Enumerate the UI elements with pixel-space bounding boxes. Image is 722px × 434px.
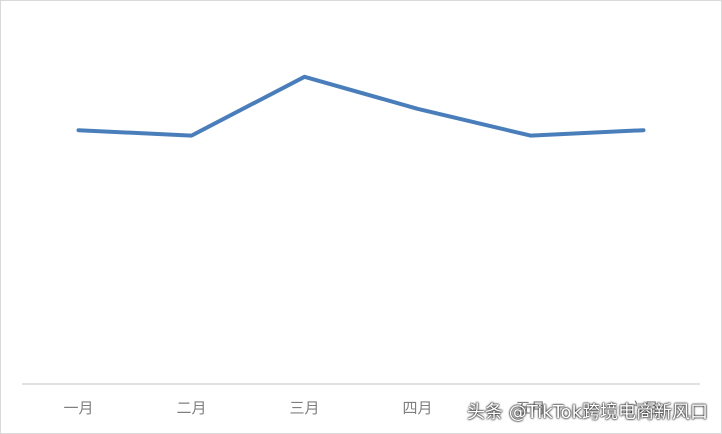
x-tick-label: 四月 [402, 399, 432, 417]
series-line-0 [76, 74, 646, 138]
x-tick-label: 一月 [63, 399, 93, 417]
x-tick-label: 三月 [289, 399, 319, 417]
x-tick-labels: 一月 二月 三月 四月 五月 六月 [63, 399, 658, 417]
series-layer [76, 74, 646, 138]
x-tick-label: 二月 [176, 399, 206, 417]
x-tick-label: 五月 [515, 399, 545, 417]
watermark-text: 头条 @TikTok跨境电商新风口 [467, 402, 708, 423]
x-tick-label: 六月 [628, 399, 658, 417]
